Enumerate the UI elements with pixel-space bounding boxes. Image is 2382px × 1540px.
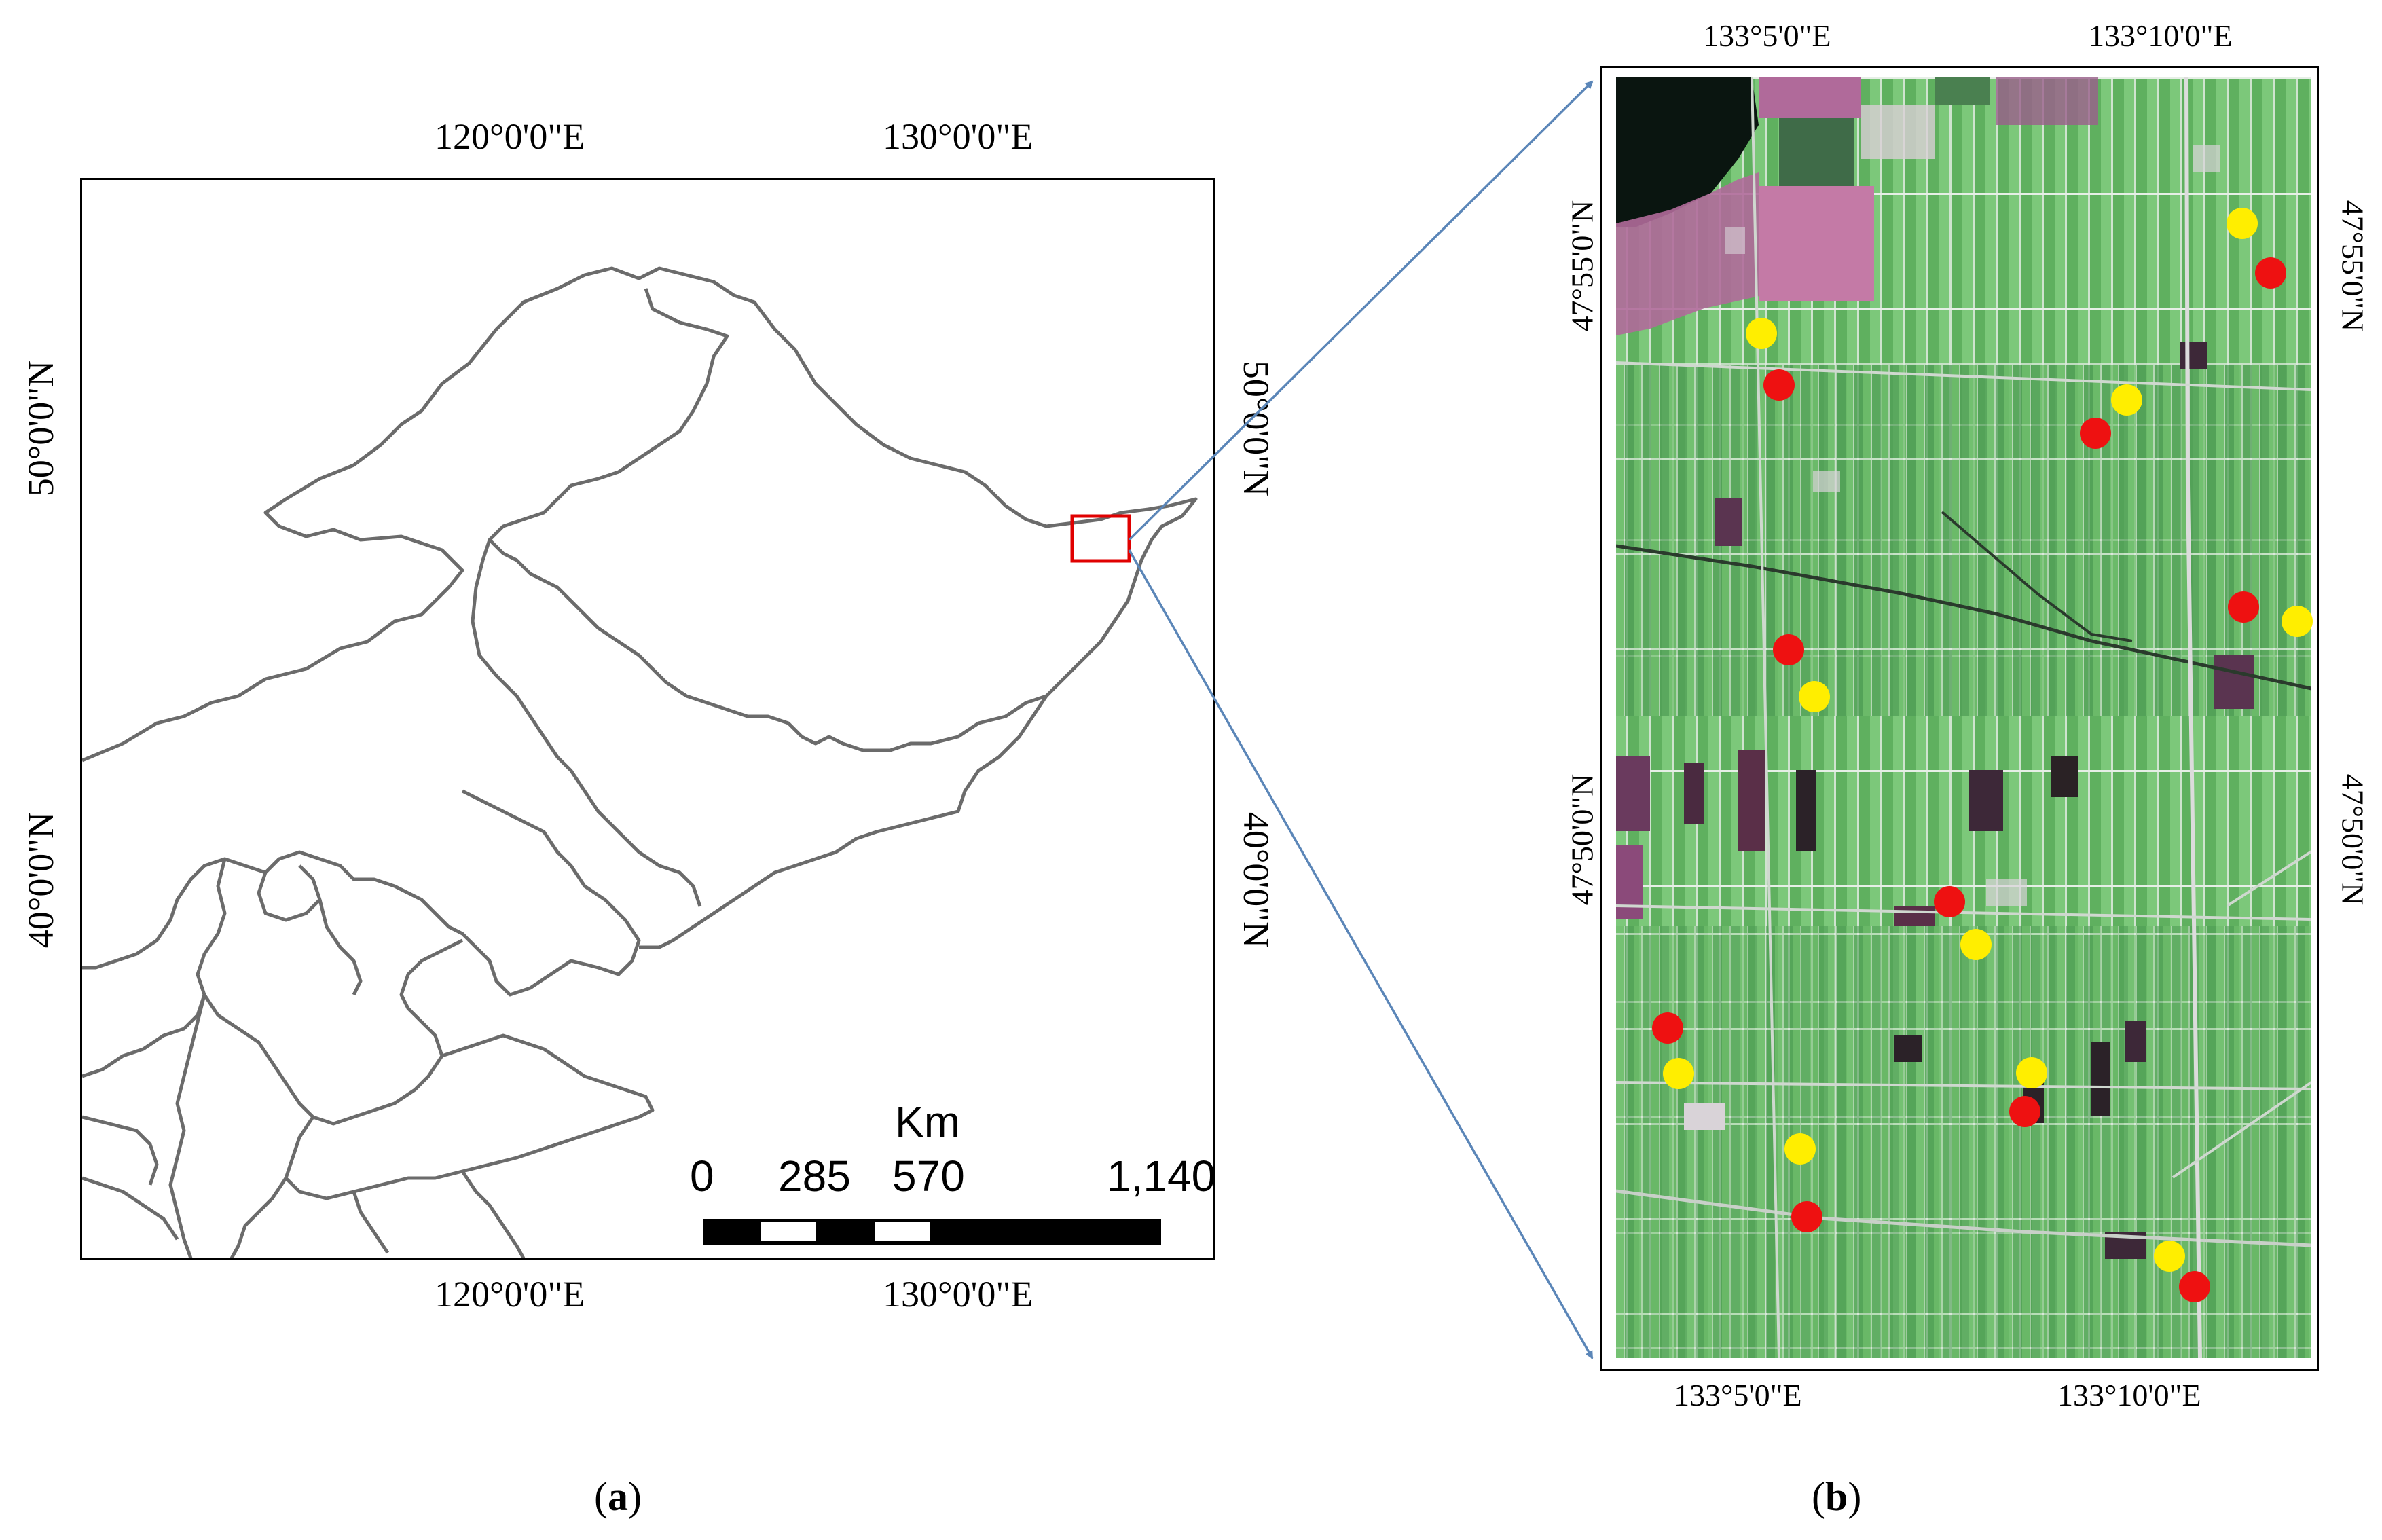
hebei-boundary: [196, 858, 464, 1126]
shandong-boundary: [284, 1033, 655, 1200]
henan-east-boundary: [230, 1177, 288, 1258]
lower-zoom-arrow: [1128, 549, 1594, 1359]
road-network: [1616, 544, 2311, 691]
sample-point-yellow: [2282, 606, 2313, 637]
anhui-boundary: [352, 1191, 390, 1254]
sample-point-yellow: [2016, 1057, 2047, 1088]
panel-a-bottom-label-120e: 120°0'0"E: [435, 1274, 585, 1315]
sample-points: [1652, 208, 2313, 1302]
shanxi-east-boundary: [168, 994, 206, 1258]
sample-point-red: [2179, 1271, 2210, 1302]
sample-point-red: [1773, 634, 1804, 665]
sample-point-yellow: [1746, 318, 1777, 349]
scale-bar-tick-0: 0: [690, 1152, 714, 1200]
sample-point-red: [1791, 1201, 1822, 1232]
sample-point-yellow: [2227, 208, 2258, 239]
panel-a-bottom-label-130e: 130°0'0"E: [883, 1274, 1033, 1315]
panel-b-bottom-label-133-5e: 133°5'0"E: [1674, 1378, 1802, 1412]
sample-point-yellow: [2154, 1241, 2185, 1272]
panel-b-bottom-label-133-10e: 133°10'0"E: [2057, 1378, 2201, 1412]
sample-point-red: [1763, 369, 1795, 401]
panel-b-top-label-133-5e: 133°5'0"E: [1703, 18, 1831, 53]
sample-point-yellow: [1663, 1058, 1694, 1089]
panel-b-caption: (b): [1812, 1474, 1862, 1519]
scale-bar-unit: Km: [895, 1097, 960, 1146]
scale-bar-tick-1140: 1,140: [1107, 1152, 1216, 1200]
sample-point-red: [2009, 1096, 2040, 1127]
lake-area: [1616, 77, 1759, 227]
shanxi-boundary: [82, 994, 206, 1078]
beijing-boundary: [257, 864, 322, 922]
tianjin-boundary: [318, 899, 363, 996]
jilin-liaoning-boundary: [471, 539, 702, 907]
liaoning-boundary: [82, 789, 641, 997]
panel-b-left-label-47-50n: 47°50'0"N: [1564, 773, 1600, 906]
panel-a-map-frame: [80, 178, 1215, 1260]
jiangsu-boundary: [460, 1170, 526, 1258]
northeast-outer-boundary: [82, 266, 1198, 763]
panel-b-map-frame: [1600, 66, 2319, 1371]
panel-b-right-label-47-55n: 47°55'0"N: [2335, 200, 2370, 332]
panel-a-top-label-130e: 130°0'0"E: [883, 116, 1033, 157]
scale-bar-tick-285: 285: [778, 1152, 851, 1200]
sample-point-red: [1934, 886, 1965, 917]
panel-b-top-label-133-10e: 133°10'0"E: [2089, 18, 2233, 53]
sample-point-yellow: [1960, 929, 1992, 960]
panel-a-caption-letter: a: [607, 1474, 628, 1519]
scale-bar: [703, 1219, 1161, 1245]
panel-b-caption-letter: b: [1825, 1474, 1848, 1519]
sample-point-yellow: [1799, 681, 1830, 712]
heilongjiang-boundary: [488, 288, 1047, 752]
sample-point-red: [1652, 1012, 1683, 1044]
panel-b-right-label-47-50n: 47°50'0"N: [2335, 773, 2370, 906]
province-boundaries-map: [82, 266, 1198, 1258]
panel-a-caption: (a): [594, 1474, 642, 1519]
jilin-boundary: [639, 695, 1048, 949]
sample-point-red: [2228, 591, 2259, 623]
sample-point-red: [2255, 257, 2286, 289]
sample-point-red: [2080, 418, 2111, 449]
west-boundary: [82, 1115, 159, 1186]
panel-a-top-label-120e: 120°0'0"E: [435, 116, 585, 157]
henan-boundary: [82, 1176, 179, 1241]
panel-b-left-label-47-55n: 47°55'0"N: [1564, 200, 1600, 332]
sample-point-yellow: [1784, 1133, 1816, 1165]
sample-point-yellow: [2111, 384, 2142, 416]
satellite-image: [1616, 77, 2313, 1358]
upper-zoom-arrow: [1128, 80, 1594, 541]
scale-bar-tick-570: 570: [892, 1152, 965, 1200]
